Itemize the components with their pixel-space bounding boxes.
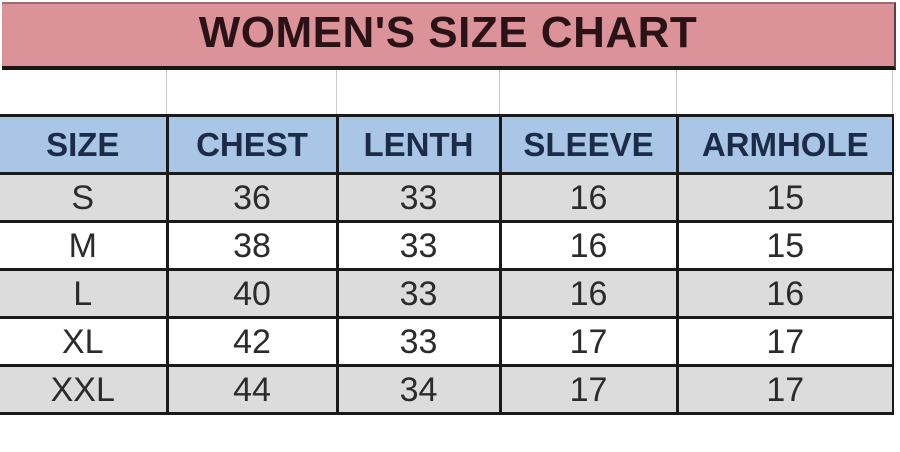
cell-lenth: 33 [337,316,502,367]
table-row-l: L 40 33 16 16 [0,268,894,319]
cell-chest: 38 [167,220,339,271]
title-bar: WOMEN'S SIZE CHART [2,2,896,70]
table-row-xl: XL 42 33 17 17 [0,316,894,367]
cell-size: L [0,268,169,319]
table-row-s: S 36 33 16 15 [0,172,894,223]
table-row-xxl: XXL 44 34 17 17 [0,364,894,415]
spacer-cell [337,70,500,114]
cell-sleeve: 17 [500,316,679,367]
cell-sleeve: 16 [500,268,679,319]
cell-armhole: 17 [677,316,894,367]
col-header-lenth: LENTH [337,114,502,175]
spacer-cell [167,70,337,114]
cell-chest: 42 [167,316,339,367]
cell-armhole: 16 [677,268,894,319]
cell-armhole: 15 [677,172,894,223]
spacer-cell [677,70,893,114]
cell-chest: 40 [167,268,339,319]
col-header-chest: CHEST [167,114,339,175]
cell-size: XXL [0,364,169,415]
cell-armhole: 17 [677,364,894,415]
cell-sleeve: 17 [500,364,679,415]
cell-lenth: 33 [337,172,502,223]
cell-sleeve: 16 [500,220,679,271]
table-row-m: M 38 33 16 15 [0,220,894,271]
cell-armhole: 15 [677,220,894,271]
page-title: WOMEN'S SIZE CHART [198,8,698,57]
cell-size: M [0,220,169,271]
cell-chest: 36 [167,172,339,223]
cell-size: XL [0,316,169,367]
col-header-armhole: ARMHOLE [677,114,894,175]
cell-chest: 44 [167,364,339,415]
spacer-row [0,70,893,114]
spacer-cell [500,70,677,114]
header-row: SIZE CHEST LENTH SLEEVE ARMHOLE [0,114,894,175]
cell-lenth: 33 [337,268,502,319]
cell-size: S [0,172,169,223]
cell-lenth: 34 [337,364,502,415]
cell-lenth: 33 [337,220,502,271]
cell-sleeve: 16 [500,172,679,223]
spacer-cell [0,70,167,114]
col-header-sleeve: SLEEVE [500,114,679,175]
size-chart-table: SIZE CHEST LENTH SLEEVE ARMHOLE S 36 33 … [0,114,894,415]
col-header-size: SIZE [0,114,169,175]
